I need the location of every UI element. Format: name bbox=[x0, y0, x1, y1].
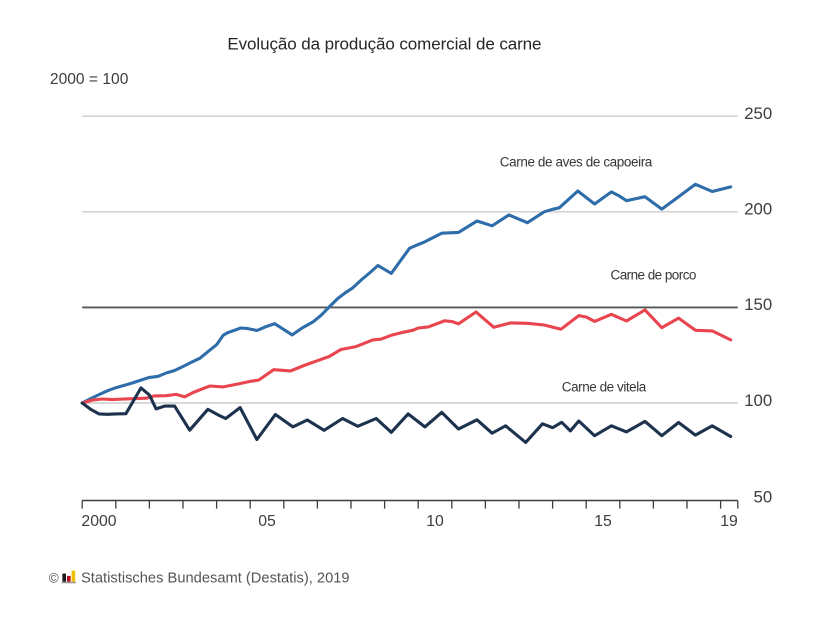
svg-text:200: 200 bbox=[744, 200, 772, 219]
svg-text:100: 100 bbox=[744, 391, 772, 410]
svg-text:2000 = 100: 2000 = 100 bbox=[50, 71, 129, 88]
svg-text:15: 15 bbox=[594, 513, 612, 530]
svg-text:2000: 2000 bbox=[81, 513, 116, 530]
svg-text:10: 10 bbox=[426, 513, 444, 530]
svg-text:Evolução da produção comercial: Evolução da produção comercial de carne bbox=[227, 35, 541, 54]
svg-text:150: 150 bbox=[744, 295, 772, 314]
svg-text:Carne de aves de capoeira: Carne de aves de capoeira bbox=[500, 155, 653, 170]
svg-text:©: © bbox=[49, 571, 59, 586]
svg-text:Carne de porco: Carne de porco bbox=[611, 268, 696, 283]
svg-text:19: 19 bbox=[720, 513, 738, 530]
svg-text:50: 50 bbox=[754, 488, 773, 507]
svg-text:Statistisches Bundesamt (Desta: Statistisches Bundesamt (Destatis), 2019 bbox=[81, 571, 350, 587]
svg-text:250: 250 bbox=[744, 104, 772, 123]
svg-text:05: 05 bbox=[258, 513, 276, 530]
svg-text:Carne de vitela: Carne de vitela bbox=[562, 380, 647, 395]
